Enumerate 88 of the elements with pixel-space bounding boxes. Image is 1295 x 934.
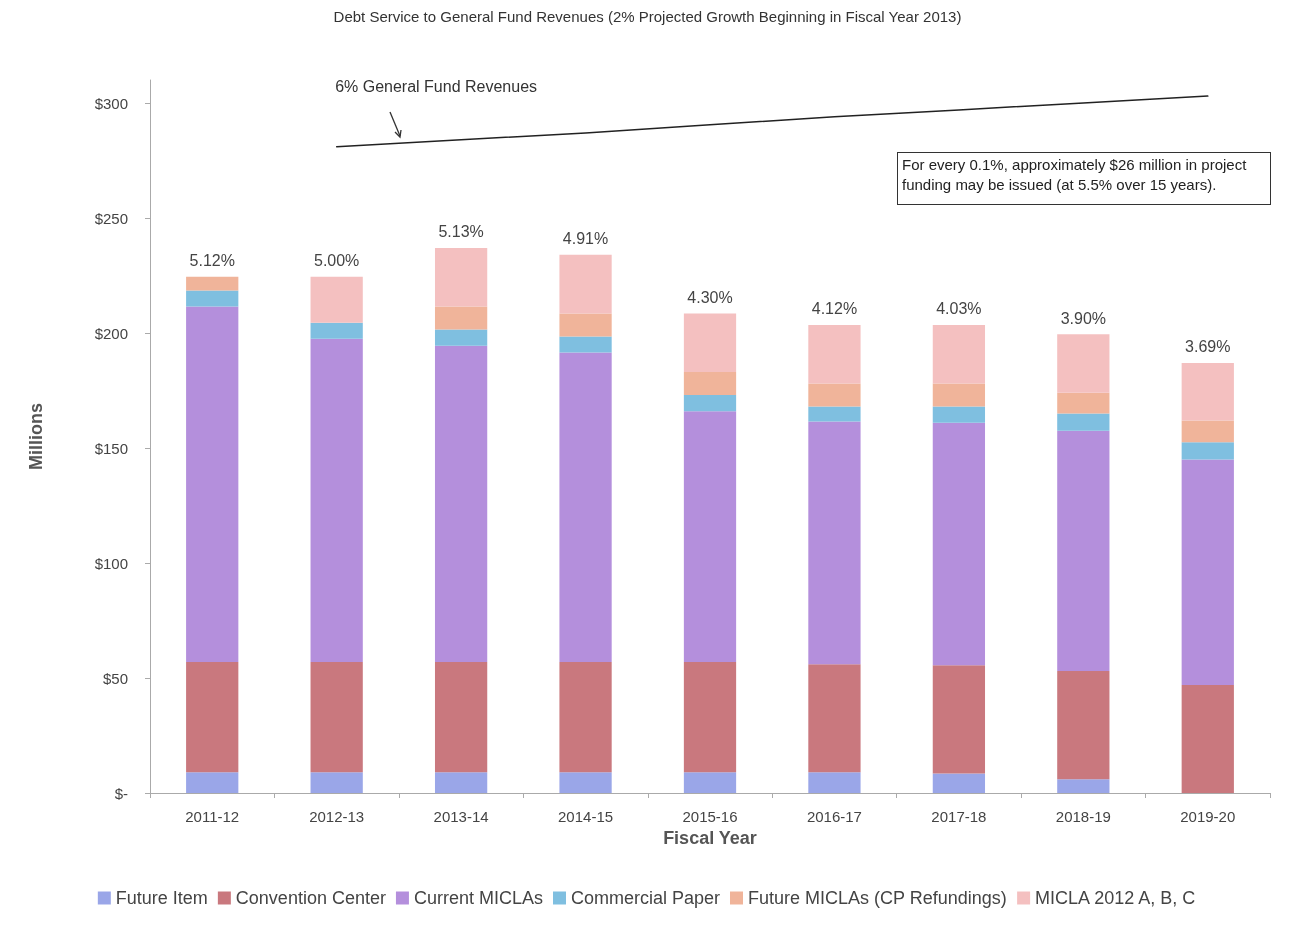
legend-label: Convention Center — [235, 888, 386, 908]
bar — [808, 772, 861, 793]
annotation: 4.03% — [936, 300, 982, 318]
y-tick-label: $- — [114, 784, 128, 802]
bar — [932, 665, 986, 774]
bar — [310, 276, 363, 323]
bar — [683, 772, 737, 793]
x-tick-label: 2017-18 — [931, 808, 987, 825]
bar — [1057, 392, 1110, 414]
bar — [186, 290, 239, 307]
bar — [932, 422, 986, 666]
x-tick-label: 2011-12 — [185, 808, 240, 825]
bar — [310, 661, 363, 773]
legend-label: Future MICLAs (CP Refundings) — [748, 888, 1007, 908]
x-tick-label: 2013-14 — [433, 808, 489, 825]
legend-label: Current MICLAs — [413, 888, 543, 908]
bar — [559, 336, 612, 353]
bar — [808, 664, 861, 773]
x-tick-label: 2014-15 — [558, 808, 614, 825]
annotation: 4.30% — [687, 288, 733, 306]
bar — [559, 352, 612, 662]
y-tick-label: $200 — [94, 324, 128, 342]
bar — [186, 772, 239, 793]
bar — [1057, 430, 1110, 672]
bar — [434, 329, 488, 346]
bar — [683, 411, 737, 662]
bar — [310, 322, 363, 339]
annotation: 4.12% — [811, 300, 858, 318]
legend-label: Future Item — [115, 888, 208, 908]
annotation: 5.12% — [189, 252, 235, 270]
bar — [932, 773, 986, 793]
bar — [932, 324, 986, 384]
bar — [1057, 413, 1110, 431]
annotation: 4.91% — [562, 230, 609, 248]
x-tick-label: 2015-16 — [682, 808, 738, 825]
line-series — [335, 95, 1209, 148]
x-tick-label: 2016-17 — [806, 808, 862, 825]
bar — [310, 338, 363, 662]
bar — [808, 324, 861, 384]
bar — [1181, 420, 1234, 443]
bar — [186, 306, 239, 662]
x-axis-title: Fiscal Year — [663, 828, 757, 848]
bar — [808, 383, 861, 407]
y-tick-label: $100 — [94, 554, 128, 572]
x-tick-label: 2012-13 — [309, 808, 365, 825]
legend-label: Commercial Paper — [570, 888, 721, 908]
bar — [683, 395, 737, 412]
y-axis-title: Millions — [26, 403, 46, 470]
bar — [1181, 459, 1234, 685]
bar — [559, 661, 612, 773]
bar — [683, 661, 737, 773]
legend-label: MICLA 2012 A, B, C — [1035, 888, 1196, 908]
bar — [932, 383, 986, 407]
text: 6% General Fund Revenues — [335, 78, 538, 96]
y-tick-label: $300 — [94, 94, 128, 112]
bar — [1057, 779, 1110, 793]
bar — [1181, 362, 1234, 421]
bar — [559, 313, 612, 337]
annotation: 3.69% — [1185, 338, 1231, 356]
bar — [434, 661, 488, 773]
bar — [559, 254, 612, 314]
y-tick-label: $50 — [102, 669, 128, 687]
bar — [1181, 442, 1234, 460]
bar — [186, 276, 239, 291]
bar — [186, 661, 239, 773]
bar — [310, 772, 363, 793]
bar — [559, 772, 612, 793]
x-tick-label: 2018-19 — [1055, 808, 1111, 825]
bar — [932, 406, 986, 423]
bar — [1057, 671, 1110, 780]
bar — [808, 421, 861, 665]
bar — [434, 306, 488, 330]
bar — [683, 313, 737, 373]
chart-title: Debt Service to General Fund Revenues (2% Projected Growth Beginning in Fiscal Year 2013) — [333, 8, 962, 25]
y-tick-label: $150 — [94, 439, 128, 457]
bar — [434, 247, 488, 307]
x-tick-label: 2019-20 — [1180, 808, 1236, 825]
bar — [1057, 334, 1110, 393]
bar — [434, 345, 488, 662]
bar — [1181, 684, 1234, 793]
y-tick-label: $250 — [94, 209, 128, 227]
bar — [434, 772, 488, 793]
annotation: 5.13% — [438, 223, 484, 241]
annotation: 5.00% — [313, 252, 360, 270]
bar — [683, 372, 737, 396]
annotation: For every 0.1%, approximately $26 million in project funding may be issued (at 5.5% over 15 years). — [897, 152, 1271, 205]
bar — [808, 406, 861, 422]
annotation: 3.90% — [1060, 309, 1107, 327]
